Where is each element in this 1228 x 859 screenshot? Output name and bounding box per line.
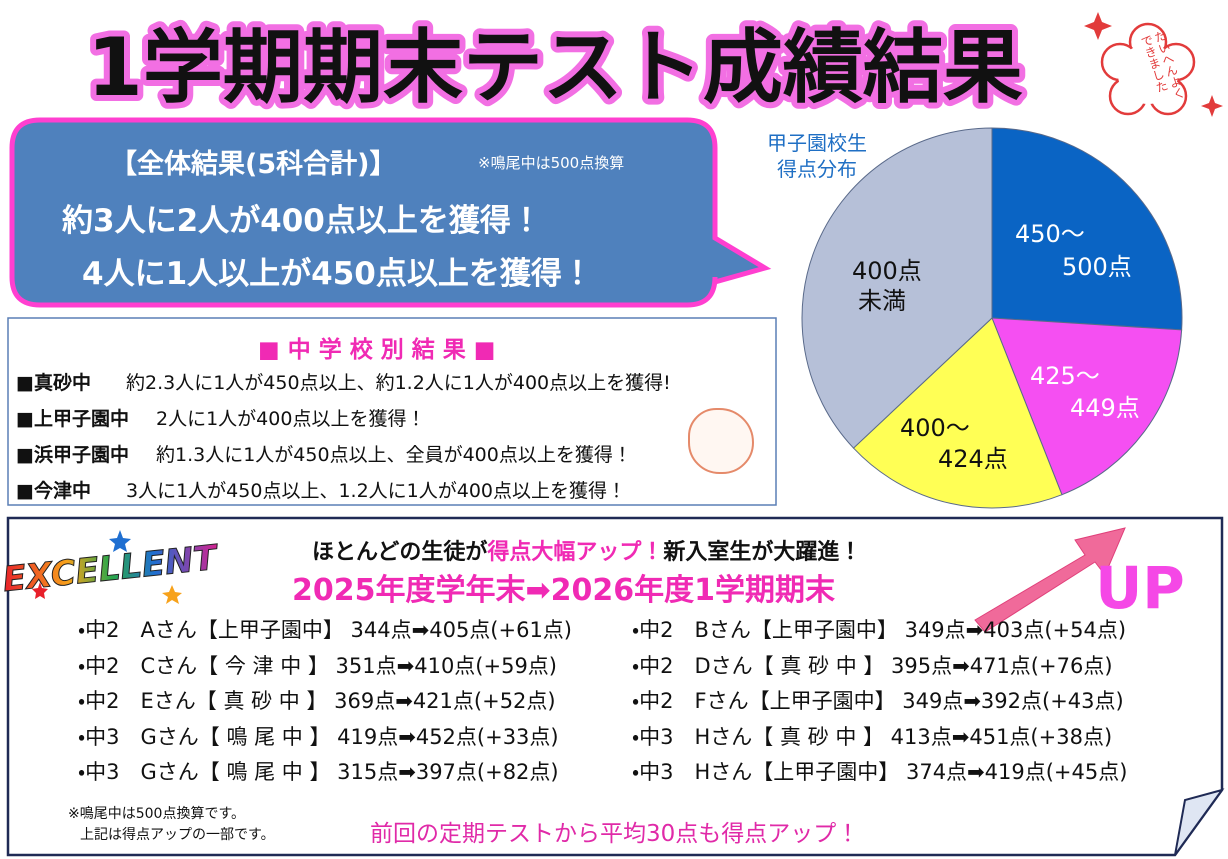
school-name: ■今津中 xyxy=(16,480,91,502)
slice-label: 450〜 xyxy=(1015,220,1085,248)
slice-label: 400〜 xyxy=(900,414,970,442)
score-row: ・中3 Hさん【 真 砂 中 】 413点➡451点(+38点) xyxy=(632,724,1113,749)
score-row: ・中2 Aさん【上甲子園中】 344点➡405点(+61点) xyxy=(78,618,573,642)
sparkles xyxy=(1084,12,1223,117)
score-row: ・中2 Fさん【上甲子園中】 349点➡392点(+43点) xyxy=(632,689,1124,713)
overall-line: 4人に1人以上が450点以上を獲得！ xyxy=(82,256,593,292)
school-text: 2人に1人が400点以上を獲得！ xyxy=(156,408,426,430)
overall-note: ※鳴尾中は500点換算 xyxy=(478,154,625,172)
summary: 前回の定期テストから平均30点も得点アップ！ xyxy=(370,821,860,847)
school-row: ■今津中 3人に1人が450点以上、1.2人に1人が400点以上を獲得！ xyxy=(16,476,626,503)
overall-line: 約3人に2人が400点以上を獲得！ xyxy=(62,203,542,239)
school-name: ■真砂中 xyxy=(16,372,91,394)
folded-corner xyxy=(1174,788,1225,856)
pie-slice xyxy=(991,127,1183,331)
score-row: ・中2 Cさん【 今 津 中 】 351点➡410点(+59点) xyxy=(78,653,558,678)
slice-label: 425〜 xyxy=(1030,362,1100,390)
overall-heading: 【全体結果(5科合計)】 xyxy=(110,149,397,180)
up-arrow xyxy=(974,527,1126,633)
slice-label: 400点 xyxy=(852,257,922,285)
school-text: 約1.3人に1人が450点以上、全員が400点以上を獲得！ xyxy=(156,444,632,466)
school-text: 約2.3人に1人が450点以上、約1.2人に1人が400点以上を獲得! xyxy=(126,372,671,394)
headline-highlight: 得点大幅アップ！ xyxy=(487,540,664,565)
pie-slice xyxy=(801,127,993,449)
score-row: ・中3 Gさん【 鳴 尾 中 】 419点➡452点(+33点) xyxy=(78,724,559,749)
slice-label: 未満 xyxy=(858,287,906,315)
period: 2025年度学年末➡2026年度1学期期末 xyxy=(292,573,836,608)
school-text: 3人に1人が450点以上、1.2人に1人が400点以上を獲得！ xyxy=(126,480,627,502)
slice-label: 424点 xyxy=(938,445,1008,473)
slice-label: 449点 xyxy=(1070,394,1140,422)
score-row: ・中3 Gさん【 鳴 尾 中 】 315点➡397点(+82点) xyxy=(78,760,559,784)
schools-heading: ■ 中 学 校 別 結 果 ■ xyxy=(258,337,496,363)
main-title: 1学期期末テスト成績結果 xyxy=(87,21,1023,114)
slice-label: 500点 xyxy=(1062,253,1132,281)
up-label: UP xyxy=(1095,554,1185,622)
stars xyxy=(32,530,182,604)
school-box xyxy=(7,317,777,506)
headline: ほとんどの生徒が得点大幅アップ！新入室生が大躍進！ xyxy=(312,534,861,566)
stamp xyxy=(1100,22,1196,116)
school-row: ■浜甲子園中 約1.3人に1人が450点以上、全員が400点以上を獲得！ xyxy=(16,440,632,467)
pie-slice xyxy=(852,317,1063,509)
footnote: 上記は得点アップの一部です。 xyxy=(80,827,275,843)
score-row: ・中2 Eさん【 真 砂 中 】 369点➡421点(+52点) xyxy=(78,689,556,713)
school-row: ■真砂中 約2.3人に1人が450点以上、約1.2人に1人が400点以上を獲得! xyxy=(16,368,671,395)
headline-part: ほとんどの生徒が xyxy=(312,540,488,565)
score-row: ・中2 Dさん【 真 砂 中 】 395点➡471点(+76点) xyxy=(632,653,1113,678)
pie-slice xyxy=(991,317,1183,496)
score-row: ・中3 Hさん【上甲子園中】 374点➡419点(+45点) xyxy=(632,760,1128,784)
school-row: ■上甲子園中 2人に1人が400点以上を獲得！ xyxy=(16,404,425,431)
school-name: ■浜甲子園中 xyxy=(16,444,129,466)
chart-title: 甲子園校生得点分布 xyxy=(767,131,867,181)
score-row: ・中2 Bさん【上甲子園中】 349点➡403点(+54点) xyxy=(632,618,1127,642)
speech-bubble xyxy=(9,117,772,308)
footnote: ※鳴尾中は500点換算です。 xyxy=(68,806,246,822)
school-name: ■上甲子園中 xyxy=(16,408,129,430)
face-icon xyxy=(688,408,754,474)
headline-part: 新入室生が大躍進！ xyxy=(663,540,862,565)
